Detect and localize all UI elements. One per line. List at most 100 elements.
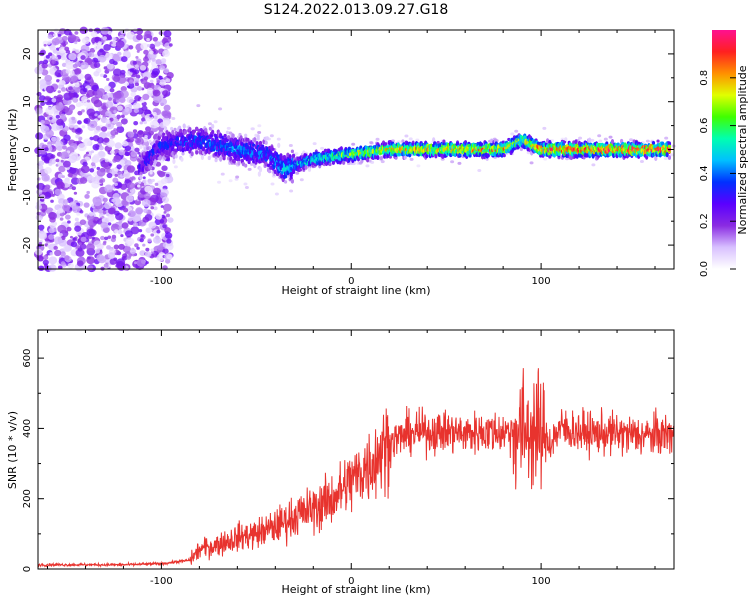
spectrogram-cell: [150, 206, 155, 210]
spectrogram-cell: [190, 151, 194, 157]
spectrogram-cell: [149, 170, 153, 175]
spectrogram-cell: [408, 137, 413, 141]
spectrogram-cell: [93, 154, 100, 161]
spectrogram-cell: [152, 111, 157, 117]
spectrogram-cell: [115, 99, 120, 103]
spectrogram-cell: [62, 204, 71, 212]
spectrogram-cell: [218, 107, 223, 111]
spectrogram-cell: [390, 139, 395, 143]
spectrogram-cell: [127, 217, 133, 222]
spectrogram-cell: [67, 34, 77, 43]
spectrogram-cell: [36, 182, 45, 191]
spectrogram-cell: [97, 256, 106, 264]
spectrogram-cell: [72, 63, 78, 69]
spectrogram-cell: [139, 144, 143, 150]
spectrogram-cell: [240, 158, 244, 163]
spectrogram-cell: [42, 59, 49, 65]
spectrogram-cell: [502, 153, 506, 158]
spectrogram-cell: [370, 160, 375, 164]
spectrogram-cell: [369, 140, 374, 144]
spectrogram-cell: [38, 224, 45, 231]
spectrogram-cell: [118, 243, 125, 250]
spectrogram-cell: [158, 154, 162, 161]
spectrogram-cell: [501, 140, 505, 144]
spectrogram-cell: [159, 65, 165, 71]
spectrogram-cell: [60, 251, 66, 257]
spectrogram-cell: [81, 125, 86, 129]
spectrogram-cell: [288, 144, 293, 148]
spectrogram-cell: [136, 130, 145, 138]
spectrogram-cell: [144, 251, 152, 258]
spectrogram-cell: [145, 261, 149, 265]
spectrogram-cell: [564, 137, 568, 142]
spectrogram-cell: [116, 105, 123, 111]
spectrogram-cell: [160, 178, 168, 185]
spectrogram-cell: [56, 118, 64, 126]
spectrogram-cell: [144, 30, 152, 38]
spectrogram-cell: [164, 232, 173, 239]
spectrogram-cell: [126, 182, 135, 190]
spectrogram-cell: [158, 75, 163, 80]
spectrogram-cell: [112, 197, 121, 205]
spectrogram-cell: [514, 129, 519, 133]
spectrogram-cell: [60, 151, 69, 160]
spectrogram-cell: [136, 85, 143, 91]
spectrogram-cell: [211, 124, 215, 129]
spectrogram-cell: [270, 182, 275, 186]
spectrogram-cell: [109, 41, 113, 45]
spectrogram-cell: [163, 211, 167, 214]
spectrogram-cell: [53, 28, 59, 34]
spectrogram-cell: [129, 248, 137, 255]
spectrogram-cell: [135, 208, 143, 215]
spectrogram-cell: [225, 130, 230, 135]
spectrogram-cell: [45, 85, 55, 94]
spectrogram-cell: [135, 55, 139, 59]
spectrogram-cell: [105, 110, 112, 117]
spectrogram-cell: [54, 188, 62, 196]
spectrogram-cell: [85, 93, 90, 97]
spectrogram-cell: [146, 37, 150, 42]
spectrogram-cell: [188, 149, 192, 154]
spectrogram-cell: [140, 42, 149, 50]
spectrogram-cell: [50, 136, 57, 142]
spectrogram-cell: [111, 234, 117, 239]
spectrogram-cell: [139, 174, 143, 180]
spectrogram-cell: [107, 238, 111, 242]
spectrogram-cell: [58, 165, 66, 173]
spectrogram-cell: [90, 31, 98, 38]
spectrogram-cell: [89, 168, 95, 173]
spectrogram-cell: [34, 248, 43, 256]
spectrogram-cell: [124, 107, 130, 112]
spectrogram-cell: [77, 143, 87, 152]
spectrogram-cell: [128, 45, 134, 50]
spectrogram-cell: [37, 265, 45, 272]
figure-title: S124.2022.013.09.27.G18: [264, 2, 449, 18]
spectrogram-cell: [69, 92, 74, 98]
spectrogram-cell: [209, 134, 214, 138]
spectrogram-cell: [69, 142, 78, 151]
spectrogram-cell: [153, 95, 162, 104]
spectrogram-cell: [44, 96, 50, 101]
spectrogram-cell: [62, 199, 69, 205]
spectrogram-cell: [139, 65, 147, 71]
spectrogram-cell: [143, 193, 151, 200]
spectrogram-cell: [39, 124, 46, 130]
spectrogram-cell: [148, 180, 153, 185]
spectrogram-cell: [76, 128, 82, 133]
spectrogram-cell: [608, 135, 613, 139]
spectrogram-cell: [47, 234, 55, 240]
spectrogram-cell: [120, 183, 128, 190]
spectrogram-cell: [76, 260, 84, 267]
spectrogram-cell: [64, 46, 70, 52]
spectrogram-cell: [43, 43, 47, 47]
spectrogram-cell: [226, 126, 231, 130]
spectrogram-cell: [140, 234, 145, 238]
spectrogram-cell: [38, 95, 46, 102]
spectrogram-cell: [107, 207, 116, 215]
spectrogram-cell: [253, 137, 257, 143]
spectrogram-cell: [88, 120, 98, 129]
spectrogram-cell: [79, 219, 87, 226]
spectrogram-cell: [85, 151, 89, 155]
spectrogram-cell: [117, 229, 123, 235]
spectrogram-cell: [79, 210, 84, 214]
